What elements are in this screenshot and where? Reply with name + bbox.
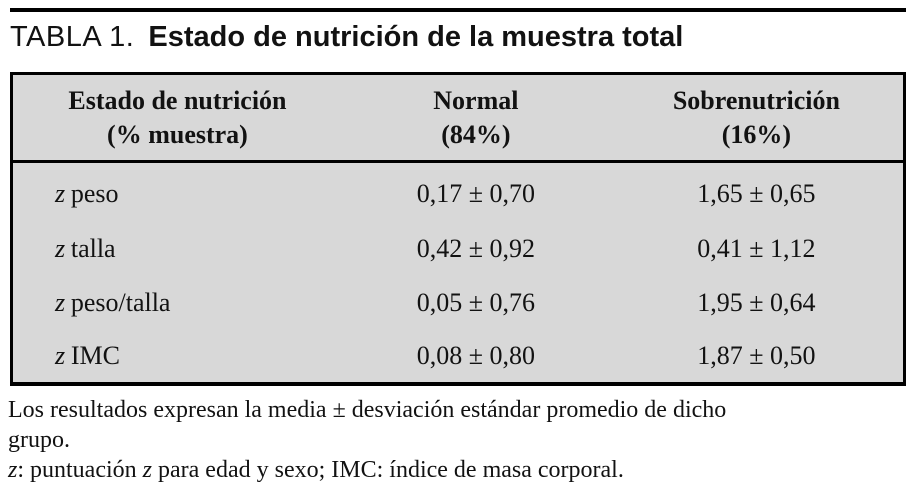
row-label: z talla [12, 222, 342, 276]
header-row: Estado de nutrición (% muestra) Normal (… [11, 73, 905, 163]
column-header-line1: Sobrenutrición [672, 85, 840, 115]
column-header-normal: Normal (84%) [341, 73, 610, 163]
table-footnotes: Los resultados expresan la media ± desvi… [8, 395, 906, 485]
z-symbol: z [8, 457, 18, 483]
z-symbol: z [55, 340, 66, 370]
column-header-estado: Estado de nutrición (% muestra) [11, 73, 342, 163]
footnote-text: : puntuación [17, 457, 143, 483]
row-label-text: talla [70, 233, 116, 263]
row-label: z IMC [12, 330, 342, 384]
column-header-line1: Normal [433, 85, 519, 115]
table-row-z-peso: z peso 0,17 ± 0,70 1,65 ± 0,65 [12, 162, 905, 222]
table-row-z-peso-talla: z peso/talla 0,05 ± 0,76 1,95 ± 0,64 [12, 276, 905, 330]
footnote-results-line2: grupo. [8, 427, 70, 453]
z-symbol: z [142, 457, 152, 483]
column-header-line2: (% muestra) [107, 119, 248, 149]
row-label: z peso/talla [12, 276, 342, 330]
row-label: z peso [12, 162, 342, 222]
cell-sobrenutricion: 0,41 ± 1,12 [697, 233, 816, 263]
cell-sobrenutricion: 1,65 ± 0,65 [697, 179, 816, 209]
table-caption: Estado de nutrición de la muestra total [148, 21, 684, 53]
column-header-line2: (84%) [441, 119, 511, 149]
footnote-results-line1: Los resultados expresan la media ± desvi… [8, 397, 727, 423]
cell-normal: 0,17 ± 0,70 [416, 179, 535, 209]
cell-normal: 0,05 ± 0,76 [416, 287, 535, 317]
title-top-rule [10, 8, 906, 12]
cell-sobrenutricion: 1,87 ± 0,50 [697, 340, 816, 370]
column-header-line2: (16%) [721, 119, 792, 149]
z-symbol: z [55, 233, 66, 263]
table-row-z-imc: z IMC 0,08 ± 0,80 1,87 ± 0,50 [12, 330, 905, 384]
footnote-text: para edad y sexo; IMC: índice de masa co… [152, 457, 624, 483]
row-label-text: peso/talla [70, 287, 171, 317]
row-label-text: IMC [70, 340, 120, 370]
table-number: TABLA 1. [10, 21, 135, 53]
cell-sobrenutricion: 1,95 ± 0,64 [697, 287, 816, 317]
cell-normal: 0,08 ± 0,80 [416, 340, 535, 370]
table-header: Estado de nutrición (% muestra) Normal (… [11, 73, 905, 163]
footnote-abbreviations: z: puntuación z para edad y sexo; IMC: í… [8, 455, 906, 485]
table-row-z-talla: z talla 0,42 ± 0,92 0,41 ± 1,12 [12, 222, 905, 276]
z-symbol: z [55, 287, 66, 317]
column-header-sobrenutricion: Sobrenutrición (16%) [609, 73, 905, 163]
cell-normal: 0,42 ± 0,92 [416, 233, 535, 263]
nutrition-table: Estado de nutrición (% muestra) Normal (… [10, 72, 906, 386]
table-title: TABLA 1. Estado de nutrición de la muestr… [10, 20, 906, 54]
row-label-text: peso [70, 179, 119, 209]
column-header-line1: Estado de nutrición [68, 85, 287, 115]
z-symbol: z [55, 179, 66, 209]
table-body: z peso 0,17 ± 0,70 1,65 ± 0,65 z talla 0,4… [12, 162, 905, 384]
